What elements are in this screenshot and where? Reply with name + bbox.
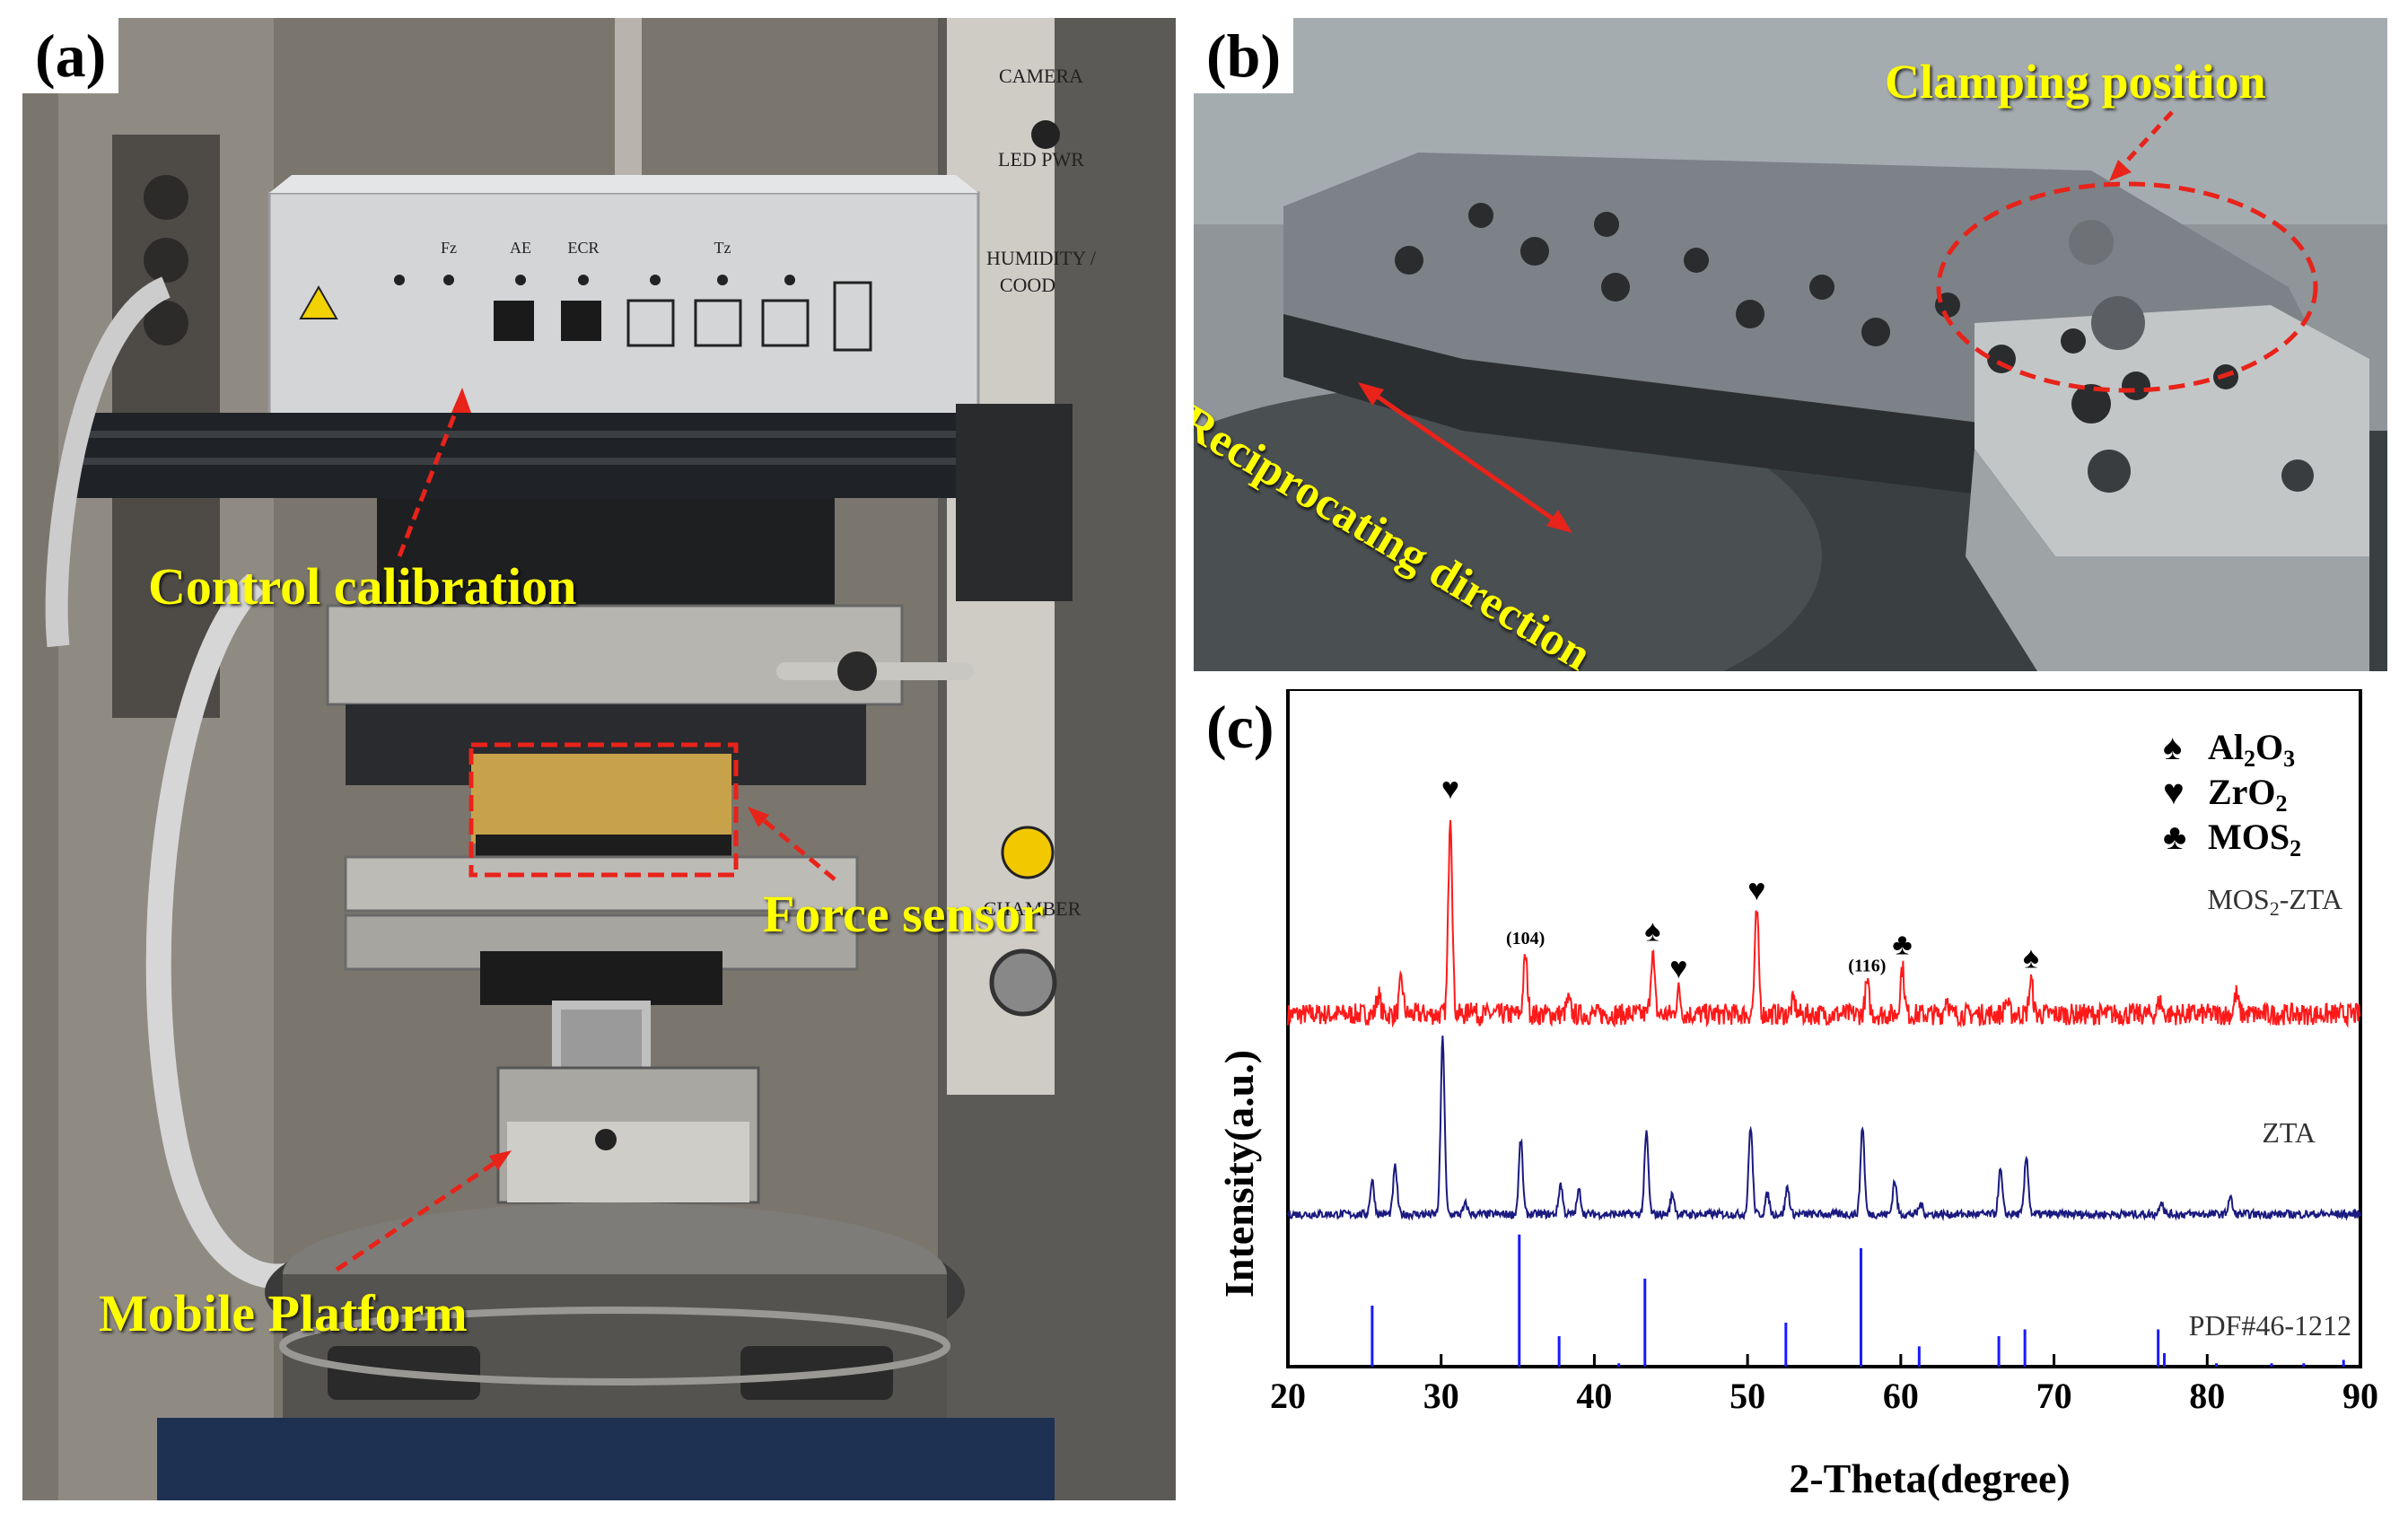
x-tick-label: 80 (2189, 1376, 2225, 1416)
svg-text:Tz: Tz (714, 239, 731, 257)
peak-symbol: ♥ (1441, 773, 1459, 806)
panel-b-photo: (b) Clamping position Reciprocating dire… (1194, 18, 2387, 671)
plot-frame (1286, 689, 2362, 1368)
force-sensor-highlight-box (468, 742, 739, 878)
plot-area (1286, 689, 2362, 1368)
x-tick-label: 60 (1883, 1376, 1919, 1416)
x-tick-label: 30 (1423, 1376, 1459, 1416)
peak-symbol: ♣ (1892, 929, 1912, 962)
series-label-zta: ZTA (2262, 1116, 2316, 1149)
panel-c-xrd-chart: (c) 20 30 40 50 60 70 80 90 ♥ (104) ♠ ♥ ♥ (116) ♣ ♠ 2-… (1194, 689, 2387, 1508)
svg-text:AE: AE (510, 239, 531, 257)
x-tick-label: 20 (1270, 1376, 1306, 1416)
peak-hkl-label: (104) (1506, 929, 1545, 948)
legend-symbol-mos2: ♣ (2163, 817, 2186, 857)
panel-b-letter: (b) (1194, 18, 1294, 93)
mobile-platform-label: Mobile Platform (99, 1284, 468, 1342)
panel-a-photo: Fz AE ECR Tz CAMERA LED PWR HUMIDITY / C… (22, 18, 1176, 1500)
peak-symbol: ♠ (2023, 942, 2039, 975)
xrd-chart: 20 30 40 50 60 70 80 90 ♥ (104) ♠ ♥ ♥ (116) ♣ ♠ 2-Thet… (1216, 689, 2378, 1501)
force-sensor-element (471, 754, 731, 844)
panel-a-letter: (a) (22, 18, 119, 93)
clamping-arrow-icon (2109, 160, 2132, 181)
svg-text:LED PWR: LED PWR (998, 148, 1084, 170)
force-sensor-label: Force sensor (763, 885, 1044, 943)
series-label-mos2-zta: MOS2-ZTA (2207, 883, 2342, 920)
legend-label-al2o3: Al2O3 (2208, 727, 2295, 772)
svg-text:Fz: Fz (441, 239, 457, 257)
x-axis-ticks: 20 30 40 50 60 70 80 90 (1270, 1354, 2378, 1416)
peak-hkl-label: (116) (1848, 956, 1886, 975)
series-layer (1287, 819, 2361, 1222)
svg-text:CHAMBER: CHAMBER (984, 897, 1081, 920)
series-label-pdf: PDF#46-1212 (2189, 1309, 2351, 1342)
series-line-zta (1287, 1036, 2361, 1222)
gantry-rail (72, 413, 1001, 498)
series-line-mos2_zta (1287, 819, 2361, 1028)
legend-symbol-al2o3: ♠ (2163, 727, 2182, 767)
reciprocating-arrow-left-icon (1358, 382, 1384, 406)
reciprocating-arrow-right-icon (1546, 510, 1572, 533)
x-axis-label: 2-Theta(degree) (1789, 1455, 2070, 1501)
mobile-platform-arrow-icon (489, 1150, 512, 1170)
control-calibration-arrow-icon (451, 388, 471, 413)
x-tick-label: 40 (1576, 1376, 1612, 1416)
tribometer-illustration: Fz AE ECR Tz CAMERA LED PWR HUMIDITY / C… (22, 18, 1176, 1500)
svg-text:CAMERA: CAMERA (999, 65, 1083, 87)
force-sensor-arrow-icon (748, 807, 769, 827)
x-tick-label: 70 (2036, 1376, 2072, 1416)
pdf-reference-sticks (1370, 1234, 2345, 1367)
peak-symbol: ♠ (1644, 914, 1660, 948)
peak-annotations: ♥ (104) ♠ ♥ ♥ (116) ♣ ♠ (1441, 773, 2039, 985)
legend: ♠ Al2O3 ♥ ZrO2 ♣ MOS2 (2163, 727, 2301, 861)
control-calibration-box (267, 191, 980, 419)
clamping-position-highlight (1936, 181, 2318, 393)
peak-symbol: ♥ (1747, 874, 1765, 907)
panel-c-letter: (c) (1206, 693, 1274, 761)
legend-label-zro2: ZrO2 (2208, 772, 2288, 817)
legend-label-mos2: MOS2 (2208, 817, 2301, 861)
legend-symbol-zro2: ♥ (2163, 772, 2185, 812)
svg-text:ECR: ECR (567, 239, 599, 257)
x-tick-label: 50 (1729, 1376, 1765, 1416)
clamping-position-label: Clamping position (1885, 55, 2266, 109)
warning-icon (299, 284, 338, 319)
svg-text:HUMIDITY /: HUMIDITY / (986, 247, 1097, 269)
x-tick-label: 90 (2342, 1376, 2378, 1416)
y-axis-label: Intensity(a.u.) (1216, 1050, 1262, 1298)
specimen-holder-illustration (1194, 18, 2387, 671)
control-calibration-label: Control calibration (148, 557, 577, 616)
svg-text:COOD: COOD (1000, 274, 1055, 296)
peak-symbol: ♥ (1669, 952, 1687, 985)
